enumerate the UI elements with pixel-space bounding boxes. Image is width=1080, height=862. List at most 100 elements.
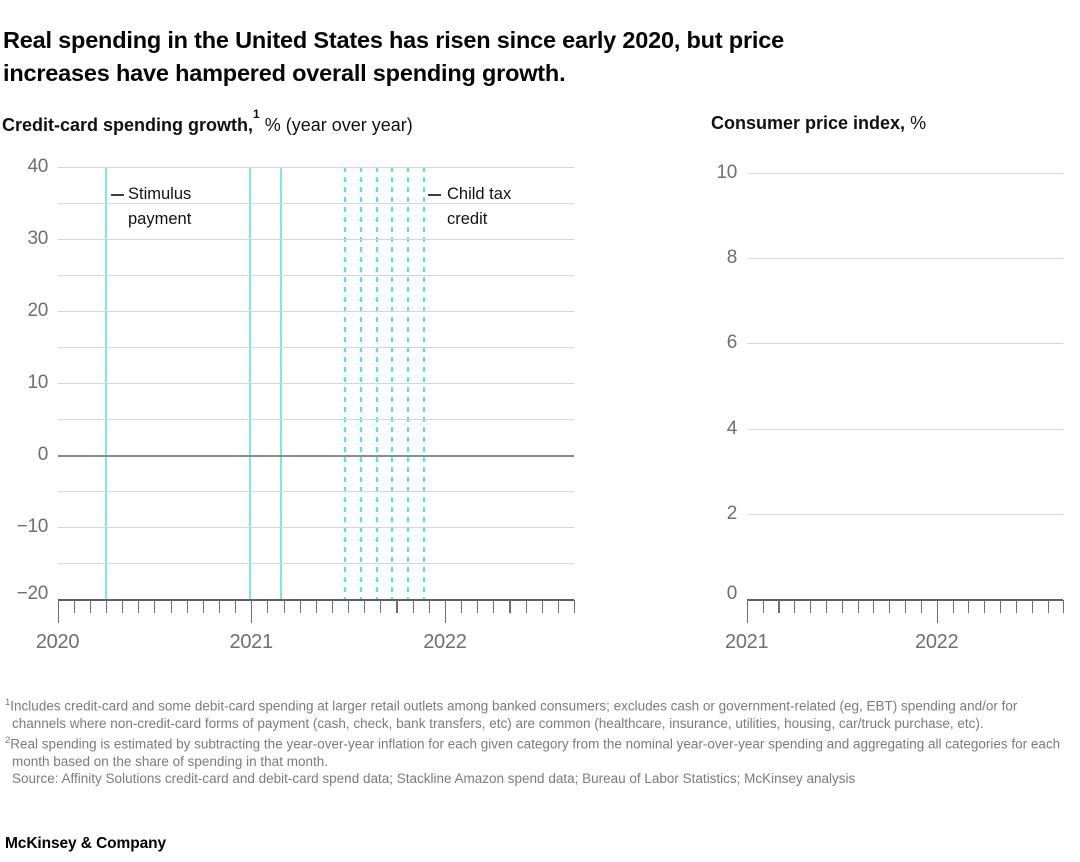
month-tick: [283, 600, 285, 613]
y-tick-label: 8: [726, 247, 738, 269]
month-tick: [541, 600, 543, 613]
x-axis-line: [746, 599, 1064, 601]
month-tick: [299, 600, 301, 613]
major-gridline: [57, 311, 574, 312]
month-tick: [574, 600, 576, 613]
annotation-text-line: payment: [128, 210, 192, 228]
x-year-label: 2020: [35, 631, 80, 653]
month-tick: [461, 600, 463, 613]
annotation-text-line: credit: [447, 210, 488, 228]
mckinsey-wordmark: McKinsey & Company: [5, 835, 166, 852]
x-year-label: 2022: [423, 631, 467, 653]
minor-gridline: [57, 563, 574, 564]
left-chart-title: Credit-card spending growth,1 % (year ove…: [2, 107, 413, 136]
month-tick: [73, 600, 75, 613]
major-gridline: [746, 258, 1064, 260]
footnote-2-marker: 2: [5, 734, 11, 746]
footnote-1-marker: 1: [5, 697, 11, 708]
exhibit-title: Real spending in the United States has r…: [3, 24, 1023, 90]
month-tick: [778, 600, 780, 613]
month-tick: [905, 600, 907, 613]
annotation-connector-line: [428, 194, 441, 196]
y-tick-label: 10: [27, 372, 48, 393]
month-tick: [857, 600, 859, 613]
month-tick: [1047, 600, 1049, 613]
minor-gridline: [57, 275, 574, 276]
footnote-1-text: Includes credit-card and some debit-card…: [10, 698, 1018, 731]
major-gridline: [746, 343, 1064, 345]
x-axis-line: [57, 599, 574, 601]
month-tick: [315, 600, 317, 613]
month-tick: [412, 600, 414, 613]
month-tick: [235, 600, 237, 613]
x-year-label: 2022: [915, 631, 959, 653]
y-tick-label: 30: [27, 228, 48, 249]
month-tick: [509, 600, 511, 613]
month-tick: [1015, 600, 1017, 613]
annotation-stimulus-payment-label: Stimulus payment: [128, 182, 191, 232]
month-tick: [364, 600, 366, 613]
y-tick-label: −10: [16, 516, 49, 537]
month-tick: [1000, 600, 1002, 613]
month-tick: [889, 600, 891, 613]
month-tick: [138, 600, 140, 613]
x-year-label: 2021: [725, 631, 769, 653]
major-gridline: [746, 173, 1064, 174]
annotation-child-tax-credit-label: Child tax credit: [447, 182, 511, 232]
month-tick: [477, 600, 479, 613]
y-tick-label: 6: [726, 332, 738, 354]
left-chart-title-bold: Credit-card spending growth,: [2, 115, 254, 135]
exhibit-title-line1: Real spending in the United States has r…: [3, 26, 784, 53]
source-line: Source: Affinity Solutions credit-card a…: [12, 770, 856, 786]
footnote-2-text: Real spending is estimated by subtractin…: [10, 736, 1061, 769]
month-tick: [154, 600, 156, 613]
right-chart-title-units: %: [910, 113, 927, 133]
major-gridline: [57, 239, 574, 240]
month-tick: [493, 600, 495, 613]
month-tick: [218, 600, 221, 613]
right-chart-title: Consumer price index,%: [711, 113, 926, 134]
footnotes: 1Includes credit-card and some debit-car…: [5, 694, 1071, 787]
month-tick: [348, 600, 350, 613]
footnote-2: 2Real spending is estimated by subtracti…: [5, 732, 1071, 770]
minor-gridline: [57, 491, 574, 492]
y-tick-label: 10: [716, 162, 737, 183]
month-tick: [267, 600, 269, 613]
month-tick: [1031, 600, 1033, 613]
month-tick: [810, 600, 812, 613]
month-tick: [122, 600, 124, 613]
annotation-text-line: Stimulus: [128, 185, 192, 203]
minor-gridline: [57, 419, 574, 420]
zero-gridline: [57, 455, 574, 457]
exhibit-title-line2: increases have hampered overall spending…: [3, 59, 566, 86]
minor-gridline: [57, 203, 574, 204]
month-tick: [105, 600, 108, 613]
annotation-text-line: Child tax: [447, 185, 512, 203]
month-tick: [920, 600, 922, 613]
footnote-1: 1Includes credit-card and some debit-car…: [5, 694, 1071, 732]
month-tick: [984, 600, 986, 613]
month-tick: [396, 600, 398, 613]
month-tick: [380, 600, 382, 613]
y-tick-label: −20: [16, 582, 49, 604]
major-gridline: [746, 428, 1064, 430]
y-tick-label: 2: [726, 502, 738, 524]
month-tick: [89, 600, 91, 613]
month-tick: [794, 600, 796, 613]
y-tick-label: 4: [726, 417, 738, 439]
left-chart-title-units: % (year over year): [264, 115, 413, 135]
month-tick: [952, 600, 954, 613]
month-tick: [428, 600, 430, 613]
month-tick: [331, 600, 334, 613]
major-gridline: [746, 513, 1064, 515]
month-tick: [825, 600, 828, 613]
month-tick: [762, 600, 764, 613]
x-year-label: 2021: [229, 631, 274, 653]
y-tick-label: 0: [726, 582, 738, 604]
month-tick: [186, 600, 188, 613]
minor-gridline: [57, 347, 574, 348]
month-tick: [1063, 600, 1065, 613]
major-gridline: [57, 383, 574, 384]
y-tick-label: 0: [37, 444, 49, 465]
